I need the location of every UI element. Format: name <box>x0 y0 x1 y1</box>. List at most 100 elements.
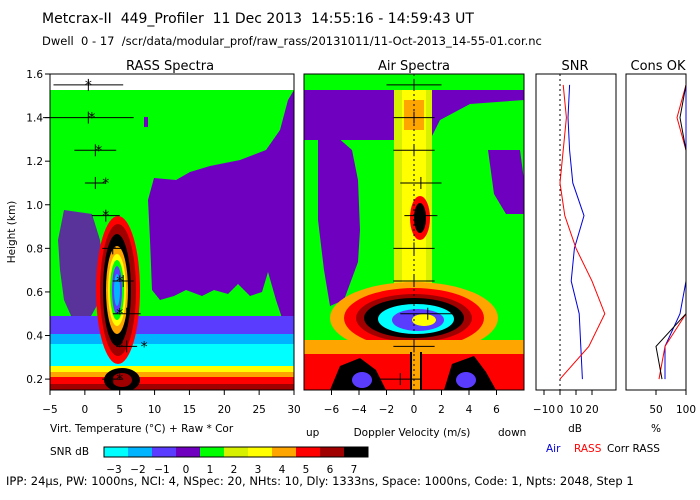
cons-xlabel: % <box>651 423 661 435</box>
snr-panel: SNR −10 0 10 20 dB <box>533 59 617 435</box>
colorbar-label: SNR dB <box>50 446 89 458</box>
air-x-axis: −6 −4 −2 0 2 4 6 <box>324 390 500 416</box>
rass-cor-mark: * <box>102 209 109 225</box>
legend-air: Air <box>546 443 561 455</box>
header-title: Metcrax-II 449_Profiler 11 Dec 2013 14:5… <box>42 11 474 27</box>
air-xlabel: Doppler Velocity (m/s) <box>354 427 471 439</box>
height-ylabel: Height (km) <box>6 201 18 264</box>
air-heatmap <box>304 74 524 390</box>
x-tick-label: 10 <box>569 404 582 416</box>
colorbar-swatch <box>344 447 368 457</box>
colorbar-tick-label: 0 <box>183 464 190 476</box>
snr-title: SNR <box>561 59 588 74</box>
x-tick-label: 30 <box>287 404 300 416</box>
colorbar-swatch <box>176 447 200 457</box>
x-tick-label: 2 <box>438 404 445 416</box>
rass-cor-mark: * <box>116 307 123 323</box>
x-tick-label: 25 <box>252 404 265 416</box>
colorbar-swatch <box>152 447 176 457</box>
y-tick-label: 1.6 <box>26 69 43 81</box>
colorbar-swatch <box>320 447 344 457</box>
colorbar-tick-label: 7 <box>351 464 358 476</box>
colorbar-swatch <box>104 447 128 457</box>
colorbar-swatch <box>128 447 152 457</box>
x-tick-label: 10 <box>148 404 161 416</box>
colorbar-tick-label: 1 <box>207 464 214 476</box>
rass-cor-mark: * <box>88 111 95 127</box>
colorbar-tick-label: 4 <box>279 464 286 476</box>
y-tick-label: 0.4 <box>26 331 43 343</box>
x-tick-label: 15 <box>183 404 196 416</box>
rass-cor-outlier: * <box>141 339 148 355</box>
rass-cor-mark: * <box>95 143 102 159</box>
rass-title: RASS Spectra <box>126 59 214 74</box>
cons-line-corr-rass <box>655 84 687 380</box>
rass-xlabel: Virt. Temperature (°C) + Raw * Cor <box>50 423 234 435</box>
cons-panel: Cons OK 50 100 % <box>625 59 696 435</box>
air-panel: Air Spectra <box>303 59 526 439</box>
air-title: Air Spectra <box>378 59 450 74</box>
rass-panel: RASS Spectra <box>42 59 300 435</box>
rass-heatmap <box>50 74 294 390</box>
x-tick-label: 4 <box>466 404 473 416</box>
cons-lines <box>655 84 687 380</box>
x-tick-label: 0 <box>82 404 89 416</box>
rass-x-axis: −5 0 5 10 15 20 25 30 <box>42 390 301 416</box>
colorbar-tick-label: 5 <box>303 464 310 476</box>
colorbar-tick-label: 3 <box>255 464 262 476</box>
rass-cor-mark: * <box>85 78 92 94</box>
y-tick-label: 1.0 <box>26 200 43 212</box>
x-tick-label: 20 <box>218 404 231 416</box>
x-tick-label: 50 <box>649 404 662 416</box>
x-tick-label: 20 <box>585 404 598 416</box>
air-xlabel-up: up <box>306 427 320 439</box>
air-profile-marks <box>379 78 456 386</box>
header-dwell: Dwell 0 - 17 /scr/data/modular_prof/raw_… <box>42 34 542 48</box>
height-y-axis: 0.2 0.4 0.6 0.8 1.0 1.2 1.4 1.6 <box>26 69 50 386</box>
x-tick-label: −2 <box>379 404 394 416</box>
x-tick-label: 0 <box>557 404 564 416</box>
rass-cor-mark: * <box>116 339 123 355</box>
rass-cor-mark: * <box>109 241 116 257</box>
y-tick-label: 1.4 <box>26 113 43 125</box>
air-xlabel-down: down <box>498 427 526 439</box>
x-tick-label: −5 <box>42 404 57 416</box>
line-legend: Air RASS Corr RASS <box>546 443 660 455</box>
colorbar-tick-label: −2 <box>130 464 145 476</box>
y-tick-label: 0.2 <box>26 374 43 386</box>
x-tick-label: −10 <box>533 404 555 416</box>
colorbar-swatch <box>224 447 248 457</box>
snr-colorbar: SNR dB −3 −2 −1 0 1 2 3 4 5 6 7 <box>50 446 369 476</box>
cons-title: Cons OK <box>631 59 686 74</box>
colorbar-swatch <box>248 447 272 457</box>
x-tick-label: −4 <box>351 404 367 416</box>
snr-x-axis: −10 0 10 20 <box>533 390 599 416</box>
x-tick-label: −6 <box>324 404 340 416</box>
colorbar-swatch <box>272 447 296 457</box>
colorbar-swatch <box>200 447 224 457</box>
colorbar-frame <box>103 446 369 458</box>
colorbar-tick-label: 2 <box>231 464 238 476</box>
rass-cor-mark: * <box>116 372 123 388</box>
x-tick-label: 100 <box>676 404 696 416</box>
rass-cor-mark: * <box>116 274 123 290</box>
x-tick-label: 0 <box>411 404 418 416</box>
colorbar-swatch <box>296 447 320 457</box>
snr-line-rass <box>559 84 606 380</box>
snr-xlabel: dB <box>568 423 582 435</box>
x-tick-label: 5 <box>116 404 123 416</box>
snr-lines <box>559 84 606 380</box>
colorbar-tick-label: 6 <box>327 464 334 476</box>
rass-cor-mark: * <box>102 176 109 192</box>
cons-x-axis: 50 100 <box>649 390 696 416</box>
footer-params: IPP: 24µs, PW: 1000ns, NCI: 4, NSpec: 20… <box>6 474 634 488</box>
legend-corr-rass: Corr RASS <box>607 443 660 455</box>
snr-line-air <box>567 84 585 380</box>
legend-rass: RASS <box>574 443 602 455</box>
rass-profile-marks: *********** <box>43 78 148 388</box>
colorbar-tick-label: −1 <box>154 464 169 476</box>
y-tick-label: 1.2 <box>26 156 43 168</box>
y-tick-label: 0.8 <box>26 243 43 255</box>
y-tick-label: 0.6 <box>26 287 43 299</box>
